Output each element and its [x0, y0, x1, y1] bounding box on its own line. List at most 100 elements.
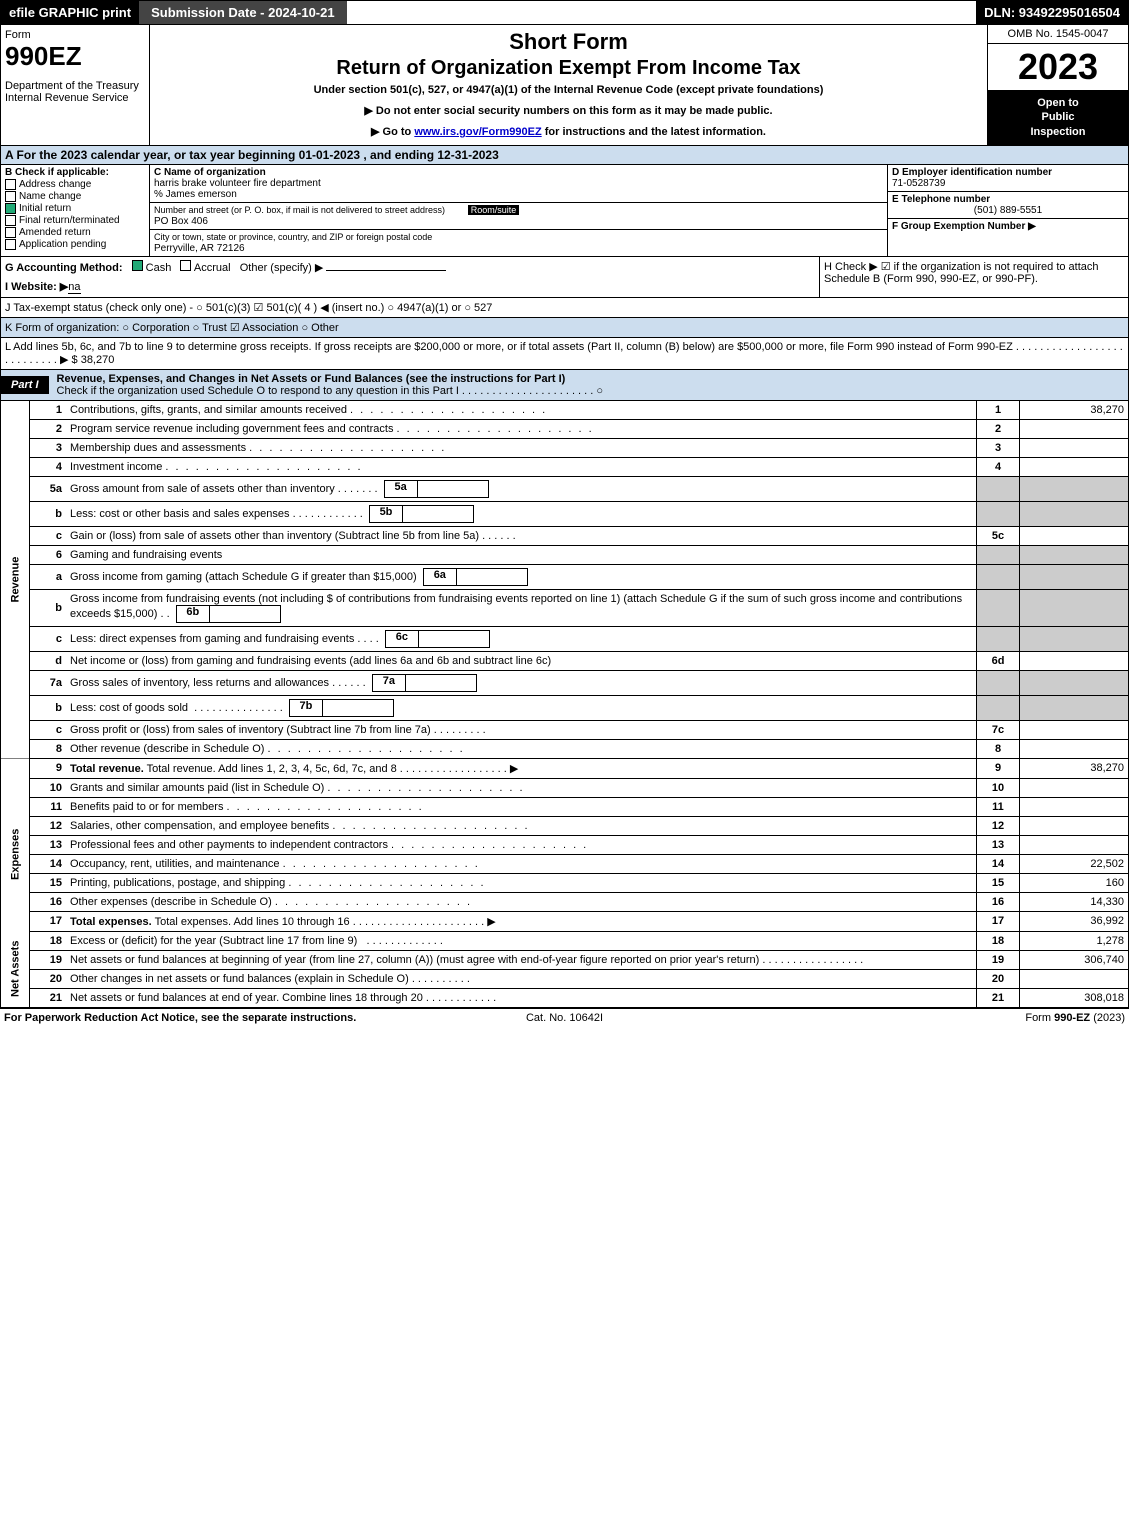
val-1: 38,270	[1020, 401, 1129, 420]
chk-initial-return[interactable]: Initial return	[5, 203, 145, 214]
website-label: I Website: ▶	[5, 281, 68, 293]
box-l: L Add lines 5b, 6c, and 7b to line 9 to …	[0, 338, 1129, 370]
website-value: na	[68, 281, 80, 293]
chk-address-change[interactable]: Address change	[5, 179, 145, 190]
box-b-label: B Check if applicable:	[5, 167, 145, 178]
spacer	[347, 1, 977, 24]
dept-treasury: Department of the Treasury	[5, 80, 145, 92]
val-15: 160	[1020, 873, 1129, 892]
city-label: City or town, state or province, country…	[154, 232, 432, 242]
line-13: 13Professional fees and other payments t…	[1, 835, 1129, 854]
note-ssn: ▶ Do not enter social security numbers o…	[156, 104, 981, 117]
header-center: Short Form Return of Organization Exempt…	[150, 25, 987, 145]
chk-amended-return[interactable]: Amended return	[5, 227, 145, 238]
form-990ez-page: efile GRAPHIC print Submission Date - 20…	[0, 0, 1129, 1027]
irs-label: Internal Revenue Service	[5, 92, 145, 104]
chk-cash[interactable]	[132, 260, 143, 271]
other-specify: Other (specify) ▶	[240, 262, 324, 274]
inspection-badge: Open to Public Inspection	[988, 90, 1128, 145]
omb-number: OMB No. 1545-0047	[988, 25, 1128, 44]
line-17: 17Total expenses. Total expenses. Add li…	[1, 911, 1129, 931]
page-footer: For Paperwork Reduction Act Notice, see …	[0, 1008, 1129, 1027]
form-header: Form 990EZ Department of the Treasury In…	[0, 25, 1129, 146]
line-6d: dNet income or (loss) from gaming and fu…	[1, 651, 1129, 670]
header-right: OMB No. 1545-0047 2023 Open to Public In…	[987, 25, 1128, 145]
box-d: D Employer identification number 71-0528…	[888, 165, 1128, 192]
badge-line-1: Open to	[992, 96, 1124, 110]
line-7c: cGross profit or (loss) from sales of in…	[1, 720, 1129, 739]
city-value: Perryville, AR 72126	[154, 243, 245, 254]
line-12: 12Salaries, other compensation, and empl…	[1, 816, 1129, 835]
footer-left: For Paperwork Reduction Act Notice, see …	[4, 1012, 378, 1024]
phone-value: (501) 889-5551	[892, 205, 1124, 216]
label-org-name: C Name of organization	[154, 167, 266, 178]
line-21: 21Net assets or fund balances at end of …	[1, 988, 1129, 1007]
irs-link[interactable]: www.irs.gov/Form990EZ	[414, 126, 541, 138]
phone-label: E Telephone number	[892, 194, 990, 205]
title-short-form: Short Form	[156, 29, 981, 55]
part-1-tag: Part I	[1, 376, 49, 394]
line-4: 4Investment income 4	[1, 457, 1129, 476]
val-17: 36,992	[1020, 911, 1129, 931]
line-1: Revenue 1 Contributions, gifts, grants, …	[1, 401, 1129, 420]
group-exemption-label: F Group Exemption Number ▶	[892, 221, 1036, 232]
side-expenses: Expenses	[1, 778, 30, 931]
line-5c: cGain or (loss) from sale of assets othe…	[1, 526, 1129, 545]
box-j: J Tax-exempt status (check only one) - ○…	[0, 298, 1129, 318]
badge-line-2: Public	[992, 110, 1124, 124]
chk-name-change[interactable]: Name change	[5, 191, 145, 202]
footer-center: Cat. No. 10642I	[378, 1012, 752, 1024]
val-14: 22,502	[1020, 854, 1129, 873]
line-9: 9Total revenue. Total revenue. Add lines…	[1, 758, 1129, 778]
street-label: Number and street (or P. O. box, if mail…	[154, 205, 445, 215]
row-g-h: G Accounting Method: Cash Accrual Other …	[0, 257, 1129, 298]
line-8: 8Other revenue (describe in Schedule O) …	[1, 739, 1129, 758]
line-7a: 7aGross sales of inventory, less returns…	[1, 670, 1129, 695]
line-2: 2Program service revenue including gover…	[1, 419, 1129, 438]
footer-right: Form 990-EZ (2023)	[751, 1012, 1125, 1024]
org-name: harris brake volunteer fire department	[154, 178, 321, 189]
badge-line-3: Inspection	[992, 125, 1124, 139]
line-5b: bLess: cost or other basis and sales exp…	[1, 501, 1129, 526]
top-bar: efile GRAPHIC print Submission Date - 20…	[0, 0, 1129, 25]
efile-print-label: efile GRAPHIC print	[1, 1, 139, 24]
note-link: ▶ Go to www.irs.gov/Form990EZ for instru…	[156, 125, 981, 138]
side-net-assets: Net Assets	[1, 931, 30, 1007]
box-e: E Telephone number (501) 889-5551	[888, 192, 1128, 219]
box-h: H Check ▶ ☑ if the organization is not r…	[820, 257, 1128, 297]
line-16: 16Other expenses (describe in Schedule O…	[1, 892, 1129, 911]
street-section: Number and street (or P. O. box, if mail…	[150, 203, 887, 230]
line-20: 20Other changes in net assets or fund ba…	[1, 969, 1129, 988]
val-16: 14,330	[1020, 892, 1129, 911]
dln-number: DLN: 93492295016504	[976, 1, 1128, 24]
city-section: City or town, state or province, country…	[150, 230, 887, 256]
chk-final-return[interactable]: Final return/terminated	[5, 215, 145, 226]
boxes-d-e-f: D Employer identification number 71-0528…	[888, 165, 1128, 256]
header-left: Form 990EZ Department of the Treasury In…	[1, 25, 150, 145]
info-grid: B Check if applicable: Address change Na…	[0, 165, 1129, 257]
line-5a: 5aGross amount from sale of assets other…	[1, 476, 1129, 501]
side-revenue: Revenue	[1, 401, 30, 759]
room-label: Room/suite	[468, 205, 520, 215]
form-label: Form	[5, 29, 145, 41]
val-21: 308,018	[1020, 988, 1129, 1007]
box-k: K Form of organization: ○ Corporation ○ …	[0, 318, 1129, 338]
tax-year: 2023	[988, 44, 1128, 90]
line-7b: bLess: cost of goods sold . . . . . . . …	[1, 695, 1129, 720]
title-return: Return of Organization Exempt From Incom…	[156, 57, 981, 80]
street-value: PO Box 406	[154, 216, 208, 227]
revenue-table: Revenue 1 Contributions, gifts, grants, …	[0, 401, 1129, 1008]
line-19: 19Net assets or fund balances at beginni…	[1, 950, 1129, 969]
care-of: % James emerson	[154, 189, 237, 200]
part-1-sub: Check if the organization used Schedule …	[57, 385, 604, 397]
line-18: Net Assets 18Excess or (deficit) for the…	[1, 931, 1129, 950]
ein-value: 71-0528739	[892, 178, 945, 189]
line-10: Expenses 10Grants and similar amounts pa…	[1, 778, 1129, 797]
part-1-header: Part I Revenue, Expenses, and Changes in…	[0, 370, 1129, 401]
box-f: F Group Exemption Number ▶	[888, 219, 1128, 234]
line-3: 3Membership dues and assessments 3	[1, 438, 1129, 457]
subtitle: Under section 501(c), 527, or 4947(a)(1)…	[156, 84, 981, 96]
chk-application-pending[interactable]: Application pending	[5, 239, 145, 250]
chk-accrual[interactable]	[180, 260, 191, 271]
line-11: 11Benefits paid to or for members 11	[1, 797, 1129, 816]
